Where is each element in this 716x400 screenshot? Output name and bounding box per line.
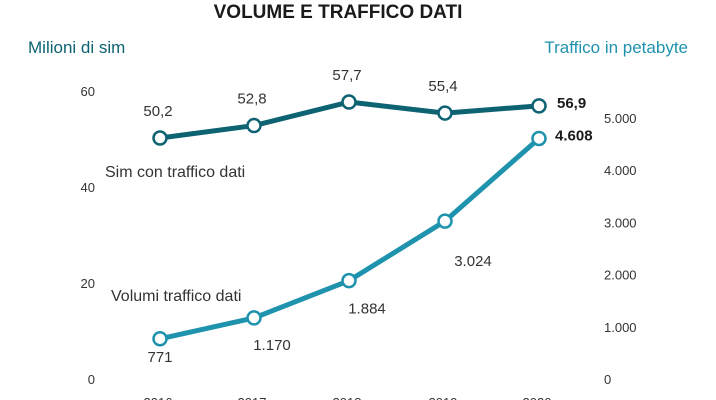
x-tick-label: 2016 — [144, 395, 173, 400]
y-left-tick-label: 0 — [88, 372, 95, 387]
data-label-sim: 52,8 — [237, 91, 266, 108]
y-axis-right-ticks: 0 1.000 2.000 3.000 4.000 5.000 — [604, 111, 637, 387]
y-axis-left-label: Milioni di sim — [28, 38, 125, 57]
y-left-tick-label: 60 — [81, 84, 95, 99]
y-left-tick-label: 20 — [81, 276, 95, 291]
y-right-tick-label: 2.000 — [604, 268, 637, 283]
series-layer: 50,2 52,8 57,7 55,4 56,9 Sim con traffico dat… — [105, 67, 593, 366]
data-label-volumi: 1.884 — [348, 301, 386, 318]
y-axis-right-label: Traffico in petabyte — [544, 38, 688, 57]
x-tick-label: 2020 — [523, 395, 552, 400]
series-name-sim: Sim con traffico dati — [105, 164, 245, 181]
y-right-tick-label: 5.000 — [604, 111, 637, 126]
data-label-volumi: 3.024 — [454, 253, 492, 270]
y-right-tick-label: 4.000 — [604, 163, 637, 178]
y-left-tick-label: 40 — [81, 180, 95, 195]
x-tick-label: 2017 — [238, 395, 267, 400]
y-right-tick-label: 1.000 — [604, 320, 637, 335]
data-point-volumi — [437, 213, 453, 229]
x-axis-ticks: 2016 2017 2018 2019 2020 — [144, 395, 552, 400]
data-point-sim — [152, 130, 168, 146]
data-point-sim — [246, 117, 262, 134]
data-point-volumi — [531, 130, 547, 147]
data-label-sim: 55,4 — [428, 78, 457, 95]
x-tick-label: 2019 — [429, 395, 458, 400]
y-right-tick-label: 0 — [604, 372, 611, 387]
y-axis-left-ticks: 0 20 40 60 — [81, 84, 95, 387]
data-label-volumi: 1.170 — [253, 337, 291, 354]
data-point-sim — [531, 98, 547, 114]
data-label-volumi: 4.608 — [555, 127, 593, 144]
data-label-sim: 57,7 — [332, 67, 361, 84]
data-label-sim: 50,2 — [143, 103, 172, 120]
data-label-sim: 56,9 — [557, 95, 586, 112]
series-name-volumi: Volumi traffico dati — [111, 288, 241, 305]
chart-title: VOLUME E TRAFFICO DATI — [214, 2, 463, 23]
data-point-sim — [341, 94, 357, 110]
data-point-sim — [437, 105, 453, 121]
data-point-volumi — [152, 331, 168, 347]
x-tick-label: 2018 — [333, 395, 362, 400]
y-right-tick-label: 3.000 — [604, 215, 637, 230]
data-label-volumi: 771 — [147, 349, 172, 366]
data-point-volumi — [341, 272, 357, 289]
data-point-volumi — [246, 310, 262, 326]
